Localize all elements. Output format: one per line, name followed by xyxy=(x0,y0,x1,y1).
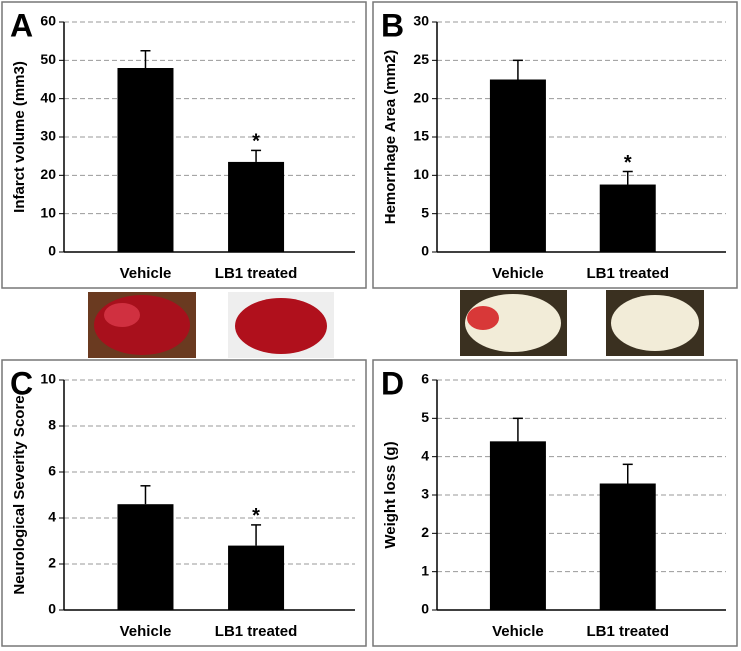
y-tick-label: 10 xyxy=(413,166,429,182)
panel-frame xyxy=(1,359,367,647)
brain-images xyxy=(88,290,704,358)
x-tick-label: LB1 treated xyxy=(215,623,298,640)
y-tick-label: 8 xyxy=(48,417,56,433)
y-tick-label: 6 xyxy=(421,371,429,387)
bar xyxy=(228,161,285,252)
y-tick-label: 5 xyxy=(421,409,429,425)
panel-frame xyxy=(1,1,367,289)
bar xyxy=(599,184,656,252)
panel: A Infarct volume (mm3) 0 10 20 30 40 50 60 Vehicl… xyxy=(1,1,367,289)
y-tick-label: 0 xyxy=(48,243,56,259)
y-tick-label: 15 xyxy=(413,128,429,144)
y-tick-label: 50 xyxy=(40,51,56,67)
significance-mark: * xyxy=(252,505,260,527)
x-tick-label: LB1 treated xyxy=(586,623,669,640)
y-tick-label: 10 xyxy=(40,204,56,220)
brain-slice xyxy=(104,303,140,327)
y-tick-label: 1 xyxy=(421,562,429,578)
y-tick-label: 6 xyxy=(48,463,56,479)
y-axis-label: Infarct volume (mm3) xyxy=(11,61,28,213)
x-tick-label: LB1 treated xyxy=(586,265,669,282)
panel: D Weight loss (g) 0 1 2 3 4 5 6 Vehicle LB1 treate… xyxy=(372,359,738,647)
y-tick-label: 10 xyxy=(40,371,56,387)
bar xyxy=(117,68,174,252)
y-tick-label: 5 xyxy=(421,204,429,220)
significance-mark: * xyxy=(624,152,632,174)
bar xyxy=(228,545,285,610)
y-tick-label: 2 xyxy=(421,524,429,540)
brain-slice xyxy=(611,295,699,351)
bar xyxy=(489,79,546,252)
y-tick-label: 0 xyxy=(421,243,429,259)
y-tick-label: 25 xyxy=(413,51,429,67)
y-tick-label: 2 xyxy=(48,555,56,571)
y-tick-label: 0 xyxy=(421,601,429,617)
y-tick-label: 20 xyxy=(40,166,56,182)
x-tick-label: Vehicle xyxy=(492,623,544,640)
brain-slice xyxy=(235,298,327,354)
brain-slice xyxy=(467,306,499,330)
y-tick-label: 40 xyxy=(40,89,56,105)
panel-letter: D xyxy=(381,365,404,401)
bar xyxy=(117,504,174,610)
x-tick-label: Vehicle xyxy=(120,623,172,640)
panel-frame xyxy=(372,1,738,289)
x-tick-label: Vehicle xyxy=(120,265,172,282)
y-tick-label: 60 xyxy=(40,13,56,29)
bar xyxy=(489,441,546,610)
y-tick-label: 0 xyxy=(48,601,56,617)
panel-frame xyxy=(372,359,738,647)
panel-letter: A xyxy=(10,7,33,43)
y-tick-label: 30 xyxy=(40,128,56,144)
significance-mark: * xyxy=(252,131,260,153)
x-tick-label: LB1 treated xyxy=(215,265,298,282)
y-axis-label: Hemorrhage Area (mm2) xyxy=(382,50,399,225)
y-tick-label: 4 xyxy=(421,447,429,463)
panel-letter: C xyxy=(10,365,33,401)
y-tick-label: 3 xyxy=(421,486,429,502)
y-tick-label: 30 xyxy=(413,13,429,29)
brain-slice xyxy=(94,295,190,355)
y-tick-label: 4 xyxy=(48,509,56,525)
x-tick-label: Vehicle xyxy=(492,265,544,282)
panel-letter: B xyxy=(381,7,404,43)
y-axis-label: Neurological Severity Score xyxy=(11,395,28,594)
y-tick-label: 20 xyxy=(413,89,429,105)
y-axis-label: Weight loss (g) xyxy=(382,441,399,548)
panel: B Hemorrhage Area (mm2) 0 5 10 15 20 25 30 Vehicl… xyxy=(372,1,738,289)
bar xyxy=(599,483,656,610)
